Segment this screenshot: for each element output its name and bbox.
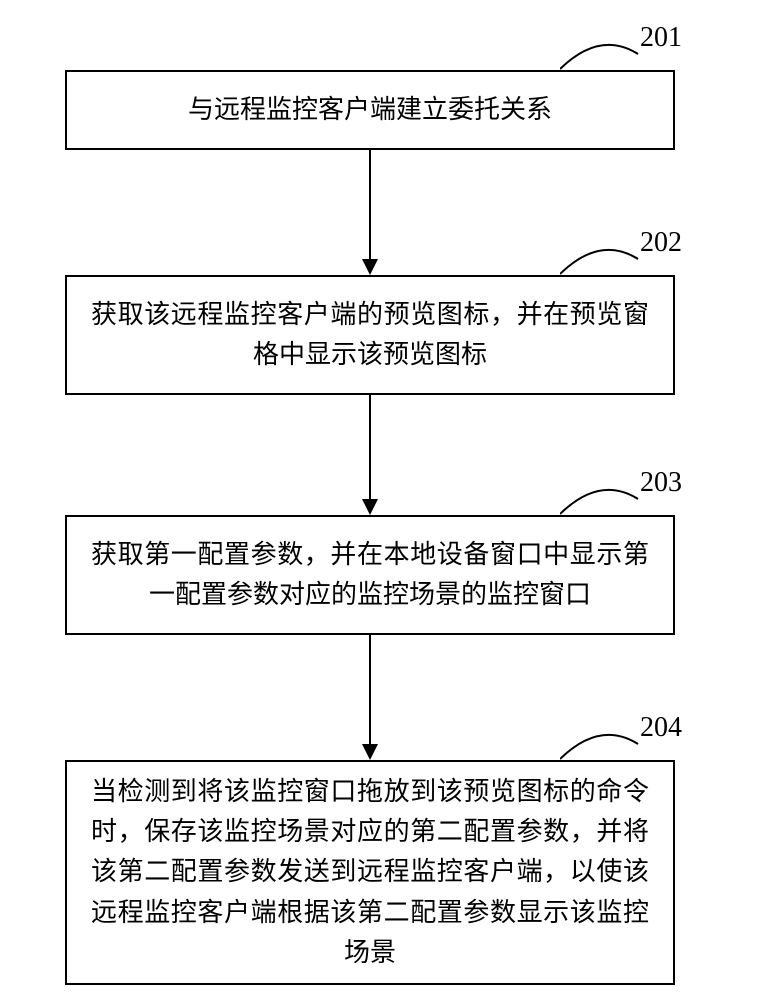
flow-node-2: 获取该远程监控客户端的预览图标，并在预览窗格中显示该预览图标 [65, 275, 675, 395]
callout-label-2: 202 [640, 227, 682, 259]
flowchart-canvas: 与远程监控客户端建立委托关系 201 获取该远程监控客户端的预览图标，并在预览窗… [0, 0, 784, 1000]
arrow-head-3-4 [362, 744, 378, 760]
arrow-head-2-3 [362, 499, 378, 515]
arrow-2-3 [369, 395, 371, 499]
callout-arc-4 [560, 732, 640, 762]
arrow-head-1-2 [362, 259, 378, 275]
flow-node-1-text: 与远程监控客户端建立委托关系 [188, 90, 552, 130]
flow-node-4-text: 当检测到将该监控窗口拖放到该预览图标的命令时，保存该监控场景对应的第二配置参数，… [91, 772, 649, 973]
callout-label-4: 204 [640, 712, 682, 744]
callout-arc-3 [560, 487, 640, 517]
arrow-3-4 [369, 635, 371, 744]
arrow-1-2 [369, 150, 371, 259]
flow-node-2-text: 获取该远程监控客户端的预览图标，并在预览窗格中显示该预览图标 [91, 295, 649, 376]
callout-label-1: 201 [640, 22, 682, 54]
callout-arc-1 [560, 42, 640, 72]
flow-node-1: 与远程监控客户端建立委托关系 [65, 70, 675, 150]
flow-node-4: 当检测到将该监控窗口拖放到该预览图标的命令时，保存该监控场景对应的第二配置参数，… [65, 760, 675, 985]
flow-node-3: 获取第一配置参数，并在本地设备窗口中显示第一配置参数对应的监控场景的监控窗口 [65, 515, 675, 635]
callout-arc-2 [560, 247, 640, 277]
callout-label-3: 203 [640, 467, 682, 499]
flow-node-3-text: 获取第一配置参数，并在本地设备窗口中显示第一配置参数对应的监控场景的监控窗口 [91, 535, 649, 616]
